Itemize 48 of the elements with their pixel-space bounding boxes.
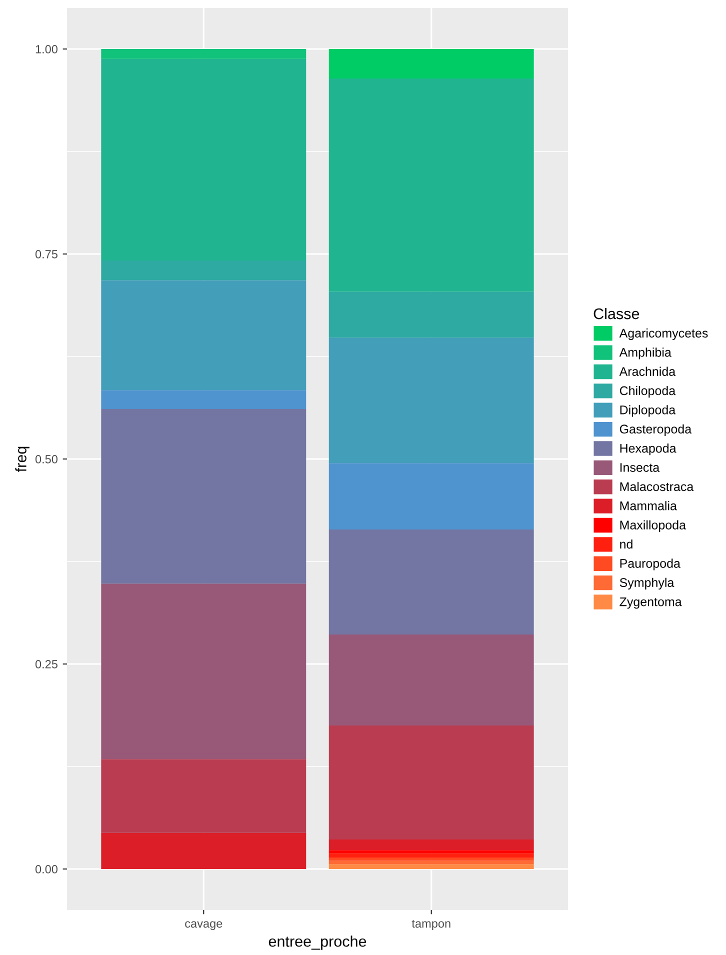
y-tick-label: 0.50 bbox=[35, 455, 58, 464]
y-tick-label: 0.00 bbox=[35, 865, 58, 874]
bar bbox=[101, 408, 306, 584]
bar bbox=[328, 530, 534, 634]
x-tick-label: cavage bbox=[185, 921, 222, 930]
y-tick-label: 0.25 bbox=[35, 660, 58, 668]
legend-label: Pauropoda bbox=[620, 558, 680, 570]
bar bbox=[328, 49, 534, 79]
legend-label: Symphyla bbox=[620, 578, 674, 590]
x-tick-label: tampon bbox=[412, 920, 450, 930]
bar bbox=[328, 726, 534, 840]
legend-label: Agaricomycetes bbox=[619, 328, 708, 340]
bar bbox=[101, 58, 306, 261]
legend-label: Mammalia bbox=[620, 501, 677, 510]
bar bbox=[328, 860, 534, 864]
bar bbox=[101, 260, 306, 280]
legend-label: Zygentoma bbox=[620, 597, 682, 609]
bar bbox=[328, 864, 534, 869]
y-tick-label: 0.75 bbox=[35, 250, 58, 258]
bar bbox=[328, 839, 534, 850]
bar bbox=[328, 853, 534, 858]
bar bbox=[328, 338, 534, 464]
legend-label: Amphibia bbox=[619, 348, 672, 360]
legend-label: Hexapoda bbox=[620, 444, 676, 456]
bar bbox=[101, 280, 306, 390]
legend-label: Insecta bbox=[620, 463, 660, 472]
bar bbox=[328, 78, 534, 292]
bar bbox=[328, 463, 534, 530]
legend-label: Chilopoda bbox=[620, 386, 676, 398]
legend-label: Arachnida bbox=[619, 366, 676, 376]
x-axis-title: entree_proche bbox=[268, 936, 366, 950]
legend-label: Malacostraca bbox=[620, 482, 694, 492]
legend-label: Diplopoda bbox=[620, 405, 676, 417]
legend-title: Classe bbox=[594, 308, 640, 320]
legend-label: nd bbox=[620, 539, 632, 549]
bar bbox=[101, 390, 306, 409]
y-axis-title: freq bbox=[15, 446, 30, 472]
bar bbox=[328, 634, 534, 726]
bar bbox=[101, 49, 306, 59]
y-tick-label: 1.00 bbox=[36, 45, 58, 54]
bar bbox=[328, 292, 534, 338]
bar bbox=[328, 858, 534, 861]
bar bbox=[328, 850, 534, 854]
legend-label: Maxillopoda bbox=[620, 520, 686, 532]
bar bbox=[101, 759, 306, 833]
bar bbox=[101, 584, 306, 760]
legend-label: Gasteropoda bbox=[620, 424, 692, 436]
bar bbox=[101, 832, 306, 869]
